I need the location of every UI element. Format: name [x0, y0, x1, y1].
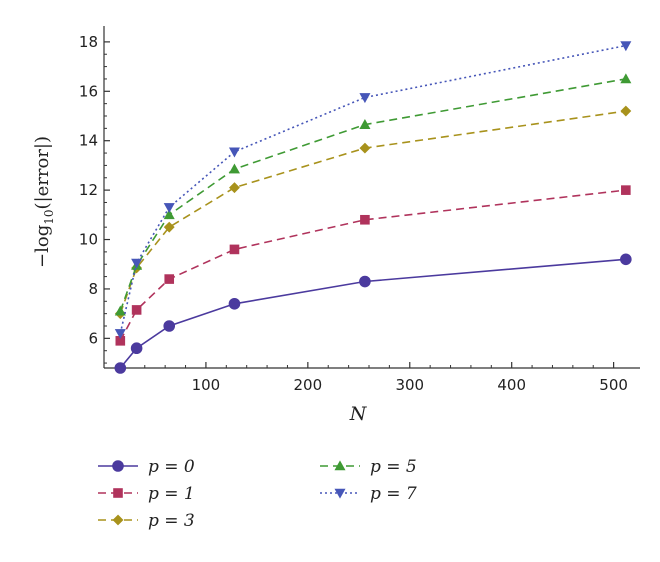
- y-tick-label: 16: [79, 82, 98, 100]
- data-point-square: [621, 185, 631, 195]
- legend-label: p = 0: [148, 457, 195, 477]
- series-0: [114, 253, 632, 374]
- data-point-triangle-down: [620, 41, 632, 52]
- legend-label: p = 1: [148, 484, 195, 504]
- data-point-triangle-up: [334, 460, 346, 471]
- x-tick-label: 300: [395, 376, 424, 394]
- data-point-circle: [112, 460, 124, 472]
- x-axis-title: N: [349, 403, 368, 425]
- data-point-triangle-down: [163, 203, 175, 214]
- series-2: [114, 105, 632, 320]
- series-line: [119, 258, 626, 369]
- data-point-circle: [114, 362, 127, 374]
- y-tick-label: 12: [79, 181, 98, 199]
- data-point-triangle-down: [228, 147, 240, 158]
- legend-label: p = 5: [370, 457, 417, 477]
- series-3: [114, 73, 632, 316]
- x-tick-label: 400: [497, 376, 526, 394]
- data-point-square: [113, 488, 123, 498]
- axes: 100 200 300 400 500 6 8 10 12 14 16 18: [79, 26, 640, 394]
- data-point-diamond: [163, 221, 175, 233]
- legend-item-3: p = 5: [320, 457, 417, 477]
- y-tick-label: 10: [79, 231, 98, 249]
- legend-item-0: p = 0: [98, 457, 195, 477]
- series-4: [114, 41, 632, 340]
- data-point-circle: [359, 275, 371, 288]
- legend-item-2: p = 3: [98, 511, 195, 531]
- data-point-diamond: [359, 142, 371, 154]
- data-point-square: [229, 244, 240, 255]
- data-point-square: [164, 274, 175, 284]
- legend-label: p = 7: [370, 484, 417, 504]
- data-point-triangle-down: [131, 258, 143, 269]
- data-point-triangle-down: [359, 93, 371, 104]
- y-tick-label: 6: [88, 329, 98, 347]
- data-point-circle: [163, 320, 176, 332]
- data-point-triangle-up: [228, 163, 240, 174]
- legend: p = 0 p = 1 p = 3 p = 5 p = 7: [98, 457, 417, 531]
- x-tick-label: 100: [192, 376, 221, 394]
- data-point-diamond: [112, 514, 124, 526]
- data-point-triangle-up: [163, 209, 175, 220]
- series-line: [119, 110, 626, 314]
- series-line: [119, 44, 626, 334]
- y-tick-label: 8: [88, 280, 98, 298]
- data-point-diamond: [229, 182, 240, 194]
- y-axis-title: −log10(|error|): [32, 136, 56, 268]
- data-point-diamond: [620, 105, 632, 117]
- x-tick-label: 500: [599, 376, 628, 394]
- data-point-triangle-up: [620, 73, 632, 84]
- y-axis-title-prefix: −log: [32, 225, 53, 268]
- series-line: [119, 189, 626, 342]
- data-point-triangle-down: [114, 329, 126, 340]
- series-1: [115, 185, 631, 346]
- data-point-circle: [620, 253, 632, 266]
- y-axis-title-suffix: (|error|): [32, 136, 53, 209]
- data-point-circle: [130, 342, 143, 355]
- series-layer: [114, 41, 632, 374]
- y-tick-label: 14: [79, 132, 98, 150]
- y-tick-label: 18: [79, 33, 98, 51]
- legend-label: p = 3: [148, 511, 195, 531]
- y-axis-title-subscript: 10: [42, 210, 56, 225]
- series-line: [119, 78, 626, 312]
- legend-item-1: p = 1: [98, 484, 195, 504]
- x-tick-label: 200: [294, 376, 323, 394]
- data-point-triangle-up: [359, 119, 371, 129]
- data-point-triangle-down: [334, 488, 346, 499]
- data-point-circle: [228, 297, 241, 310]
- legend-item-4: p = 7: [320, 484, 417, 504]
- data-point-square: [131, 305, 142, 315]
- data-point-triangle-up: [114, 305, 126, 316]
- data-point-square: [360, 214, 370, 225]
